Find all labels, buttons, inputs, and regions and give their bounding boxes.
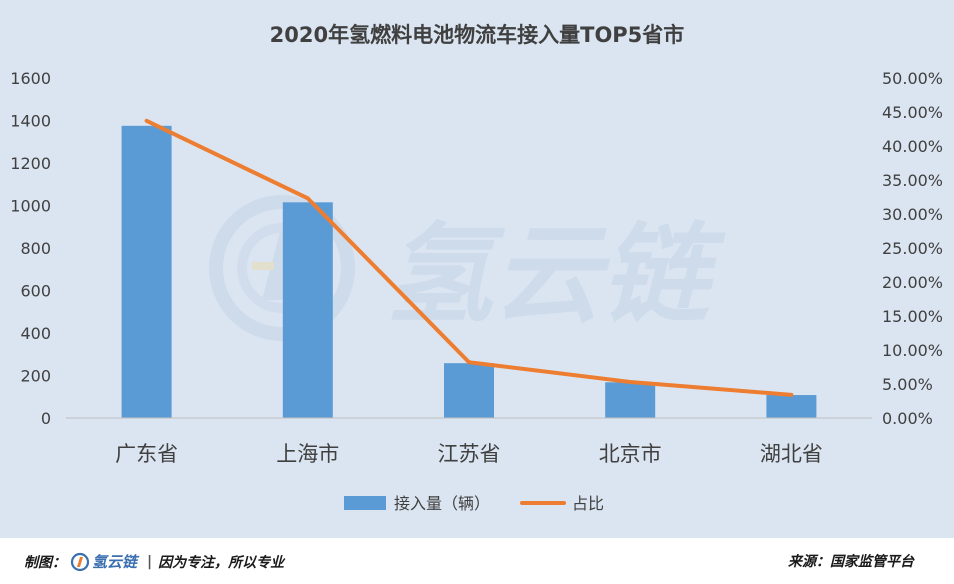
y-right-tick-label: 0.00%: [882, 409, 933, 428]
watermark-text: 氢云链: [385, 213, 726, 338]
footer-label: 制图：: [24, 554, 66, 571]
bar-series: [121, 125, 817, 418]
y-axis-left: 0 200 400 600 800 1000 1200 1400 1600: [10, 69, 51, 428]
footer-slogan: 因为专注，所以专业: [158, 554, 285, 571]
line-point: [145, 119, 149, 123]
y-right-tick-label: 35.00%: [882, 171, 943, 190]
footer: 制图： 氢云链 | 因为专注，所以专业 来源：国家监管平台: [0, 538, 954, 584]
footer-source: 来源：国家监管平台: [788, 554, 914, 570]
combo-chart: 氢云链 2020年氢燃料电池物流车接入量TOP5省市 0 200 400 600 800…: [10, 23, 943, 513]
chart-title: 2020年氢燃料电池物流车接入量TOP5省市: [270, 23, 685, 47]
y-left-tick-label: 600: [20, 282, 51, 301]
y-right-tick-label: 10.00%: [882, 341, 943, 360]
y-right-tick-label: 50.00%: [882, 69, 943, 88]
x-axis: 广东省 上海市 江苏省 北京市 湖北省: [115, 442, 823, 466]
y-right-tick-label: 5.00%: [882, 375, 933, 394]
brand-logo: 氢云链: [70, 551, 137, 572]
y-left-tick-label: 1200: [10, 154, 51, 173]
watermark: 氢云链: [209, 195, 726, 341]
y-left-tick-label: 200: [20, 367, 51, 386]
y-right-tick-label: 30.00%: [882, 205, 943, 224]
legend-swatch-bar: [344, 496, 386, 510]
footer-credit: 制图： 氢云链 | 因为专注，所以专业: [24, 551, 284, 572]
x-tick-label: 广东省: [115, 442, 178, 466]
x-tick-label: 上海市: [276, 442, 339, 466]
y-left-tick-label: 0: [41, 409, 51, 428]
y-left-tick-label: 400: [20, 324, 51, 343]
line-point: [306, 196, 310, 200]
line-point: [789, 393, 793, 397]
chart-panel: 氢云链 2020年氢燃料电池物流车接入量TOP5省市 0 200 400 600 800…: [0, 0, 954, 538]
footer-separator: |: [147, 553, 153, 570]
y-right-tick-label: 15.00%: [882, 307, 943, 326]
y-left-tick-label: 1400: [10, 112, 51, 131]
bar: [444, 363, 494, 418]
line-point: [628, 380, 632, 384]
y-right-tick-label: 20.00%: [882, 273, 943, 292]
legend-label-line: 占比: [572, 494, 604, 513]
legend: 接入量（辆） 占比: [344, 494, 604, 513]
bar: [282, 202, 333, 418]
line-point: [467, 360, 471, 364]
x-tick-label: 湖北省: [760, 442, 823, 466]
line-series: [144, 118, 794, 397]
legend-label-bar: 接入量（辆）: [394, 494, 490, 513]
y-left-tick-label: 800: [20, 239, 51, 258]
y-right-tick-label: 45.00%: [882, 103, 943, 122]
x-tick-label: 北京市: [599, 442, 662, 466]
y-left-tick-label: 1000: [10, 197, 51, 216]
bar: [766, 395, 817, 418]
y-axis-right: 0.00% 5.00% 10.00% 15.00% 20.00% 25.00% 30.00%…: [882, 69, 943, 428]
x-tick-label: 江苏省: [438, 442, 501, 466]
bar: [605, 382, 656, 418]
brand-name: 氢云链: [92, 553, 138, 571]
y-left-tick-label: 1600: [10, 69, 51, 88]
brand-logo-icon: [70, 552, 90, 571]
y-right-tick-label: 25.00%: [882, 239, 943, 258]
bar: [121, 125, 172, 418]
y-right-tick-label: 40.00%: [882, 137, 943, 156]
